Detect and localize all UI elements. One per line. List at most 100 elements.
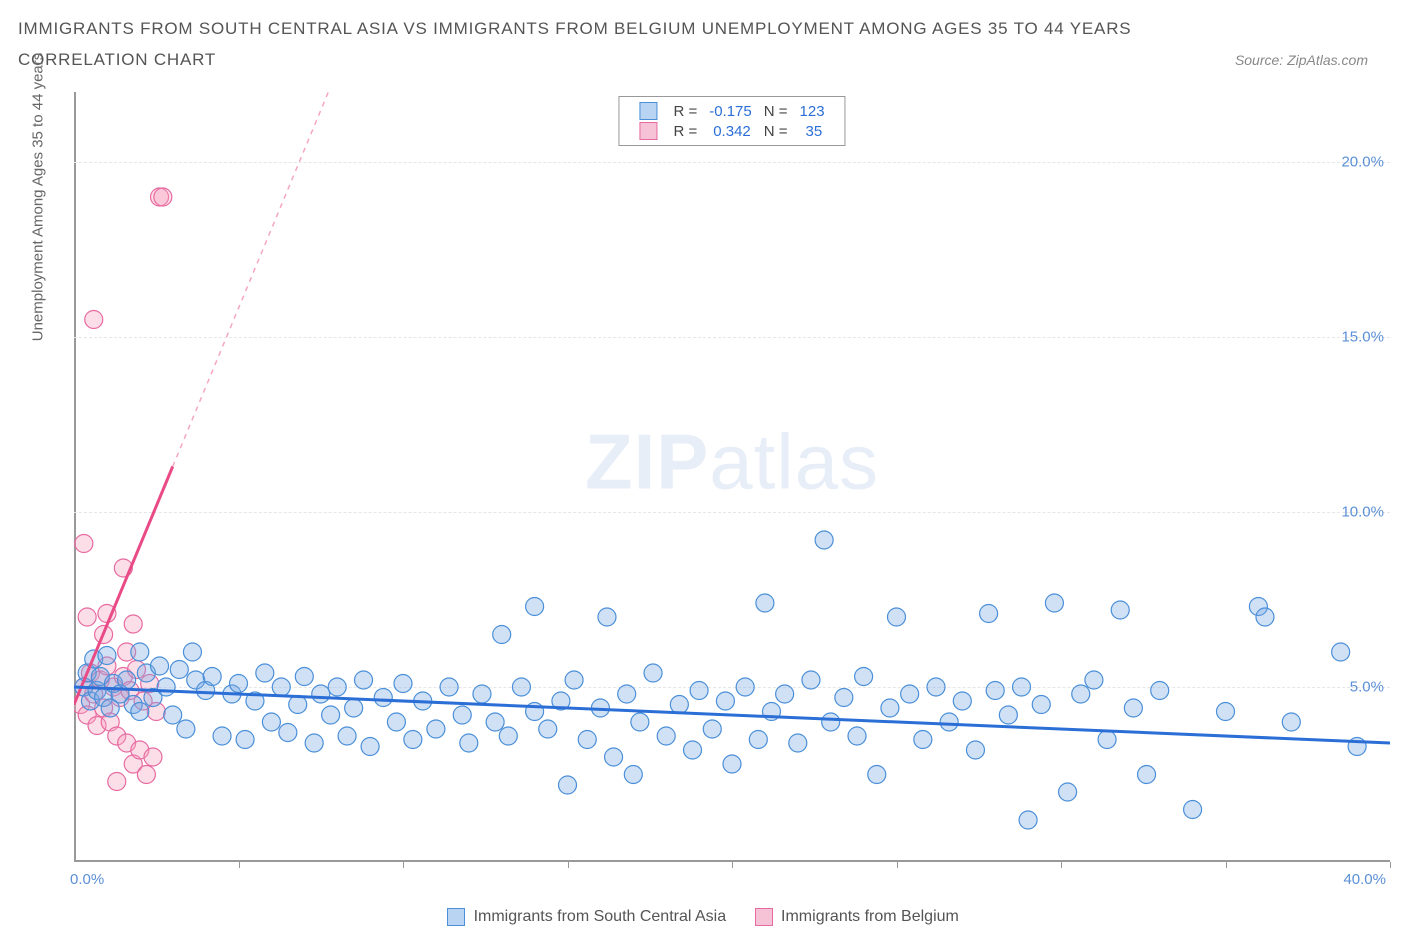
data-point [493, 626, 511, 644]
data-point [177, 720, 195, 738]
data-point [565, 671, 583, 689]
data-point [1085, 671, 1103, 689]
data-point [312, 685, 330, 703]
data-point [644, 664, 662, 682]
legend-item-blue: Immigrants from South Central Asia [447, 908, 726, 926]
data-point [1138, 766, 1156, 784]
data-point [1151, 682, 1169, 700]
data-point [723, 755, 741, 773]
data-point [1045, 594, 1063, 612]
data-point [486, 713, 504, 731]
data-point [631, 713, 649, 731]
x-tick [568, 862, 569, 868]
data-point [404, 731, 422, 749]
data-point [157, 678, 175, 696]
data-point [815, 531, 833, 549]
x-tick [239, 862, 240, 868]
data-point [559, 776, 577, 794]
data-point [131, 643, 149, 661]
data-point [901, 685, 919, 703]
data-point [374, 689, 392, 707]
data-point [183, 643, 201, 661]
data-point [835, 689, 853, 707]
data-point [453, 706, 471, 724]
data-point [272, 678, 290, 696]
data-point [355, 671, 373, 689]
data-point [230, 675, 248, 693]
data-point [966, 741, 984, 759]
data-point [512, 678, 530, 696]
data-point [78, 608, 96, 626]
x-tick [403, 862, 404, 868]
data-point [526, 598, 544, 616]
data-point [986, 682, 1004, 700]
data-point [1098, 731, 1116, 749]
data-point [1217, 703, 1235, 721]
data-point [756, 594, 774, 612]
x-origin-label: 0.0% [70, 871, 104, 888]
data-point [236, 731, 254, 749]
data-point [154, 188, 172, 206]
data-point [85, 311, 103, 329]
data-point [203, 668, 221, 686]
plot-region: ZIPatlas 5.0%10.0%15.0%20.0% R = -0.175 … [74, 92, 1390, 862]
data-point [980, 605, 998, 623]
x-tick [897, 862, 898, 868]
data-point [802, 671, 820, 689]
data-point [776, 685, 794, 703]
legend-row-blue: R = -0.175 N = 123 [633, 101, 830, 121]
data-point [108, 773, 126, 791]
data-point [322, 706, 340, 724]
swatch-pink [639, 122, 657, 140]
data-point [1032, 696, 1050, 714]
chart-area: Unemployment Among Ages 35 to 44 years Z… [50, 92, 1390, 862]
data-point [305, 734, 323, 752]
legend-row-pink: R = 0.342 N = 35 [633, 121, 830, 141]
data-point [440, 678, 458, 696]
data-point [618, 685, 636, 703]
data-point [953, 692, 971, 710]
x-tick [1390, 862, 1391, 868]
chart-title-line2: CORRELATION CHART [18, 45, 216, 76]
data-point [624, 766, 642, 784]
data-point [387, 713, 405, 731]
data-point [75, 535, 93, 553]
series-legend: Immigrants from South Central Asia Immig… [0, 908, 1406, 926]
data-point [164, 706, 182, 724]
data-point [736, 678, 754, 696]
x-tick [1226, 862, 1227, 868]
data-point [1111, 601, 1129, 619]
y-axis-label: Unemployment Among Ages 35 to 44 years [30, 53, 47, 342]
data-point [940, 713, 958, 731]
data-point [855, 668, 873, 686]
data-point [345, 699, 363, 717]
data-point [1124, 699, 1142, 717]
trend-line [173, 92, 387, 467]
data-point [539, 720, 557, 738]
data-point [213, 727, 231, 745]
data-point [690, 682, 708, 700]
data-point [578, 731, 596, 749]
data-point [262, 713, 280, 731]
data-point [1072, 685, 1090, 703]
data-point [598, 608, 616, 626]
data-point [131, 703, 149, 721]
source-label: Source: ZipAtlas.com [1235, 52, 1388, 68]
data-point [394, 675, 412, 693]
data-point [703, 720, 721, 738]
data-point [1282, 713, 1300, 731]
data-point [927, 678, 945, 696]
data-point [1013, 678, 1031, 696]
data-point [1184, 801, 1202, 819]
data-point [822, 713, 840, 731]
data-point [118, 671, 136, 689]
swatch-pink-icon [755, 908, 773, 926]
data-point [328, 678, 346, 696]
data-point [460, 734, 478, 752]
data-point [848, 727, 866, 745]
x-tick [732, 862, 733, 868]
data-point [999, 706, 1017, 724]
data-point [1059, 783, 1077, 801]
data-point [279, 724, 297, 742]
data-point [1332, 643, 1350, 661]
